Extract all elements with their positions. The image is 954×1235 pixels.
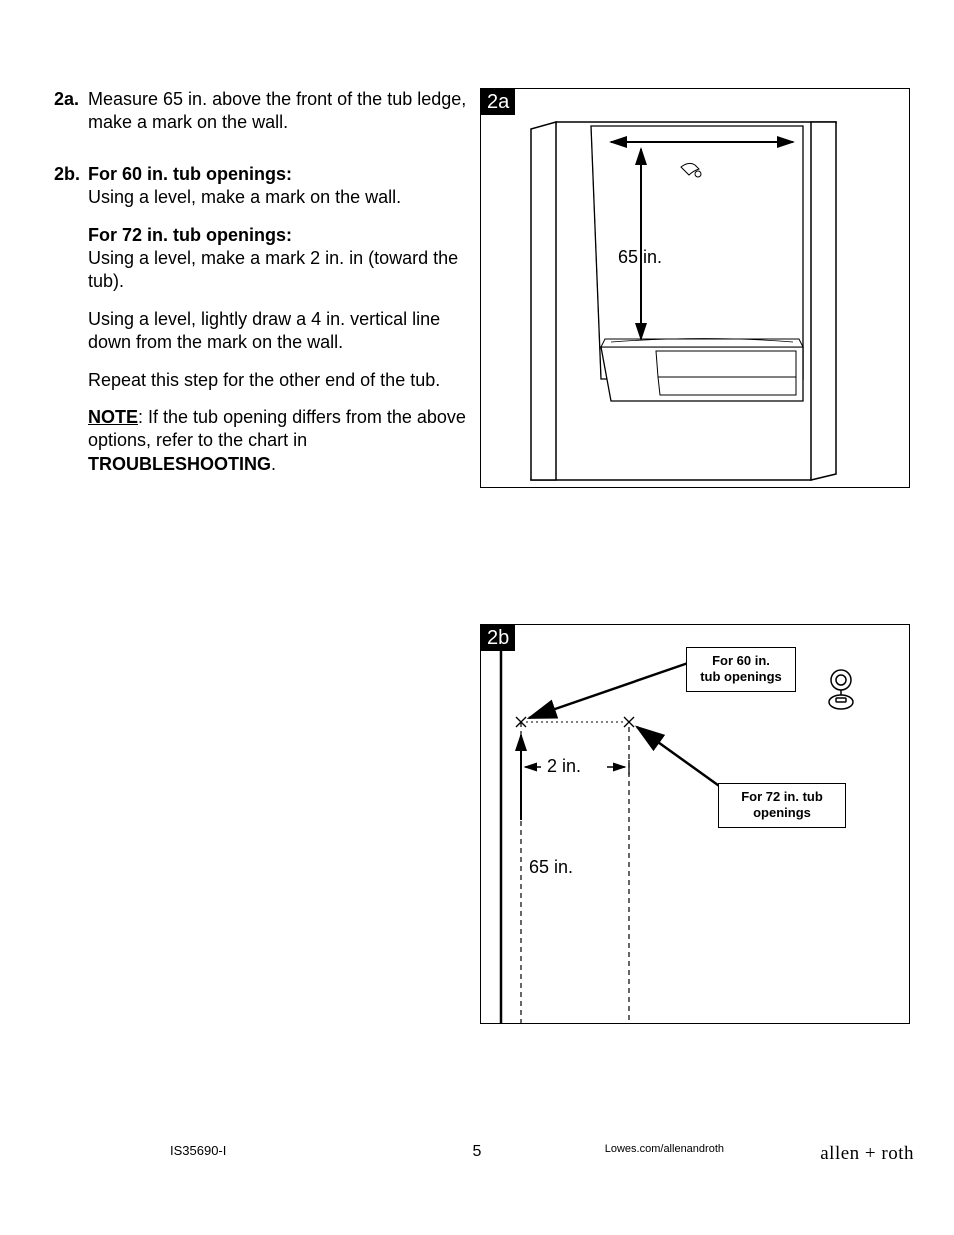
figure-2a-label: 2a	[481, 89, 515, 115]
note-troubleshooting: TROUBLESHOOTING	[88, 454, 271, 474]
note-label: NOTE	[88, 407, 138, 427]
figure-2b-label: 2b	[481, 625, 515, 651]
step-2a-body: Measure 65 in. above the front of the tu…	[88, 88, 474, 149]
fig2b-dim-65in: 65 in.	[529, 857, 573, 878]
step-2a: 2a. Measure 65 in. above the front of th…	[54, 88, 474, 149]
callout-72in: For 72 in. tub openings	[718, 783, 846, 828]
step-2b: 2b. For 60 in. tub openings: Using a lev…	[54, 163, 474, 490]
figure-2a: 2a	[480, 88, 910, 488]
fig2b-dim-2in: 2 in.	[547, 756, 581, 777]
note-body: : If the tub opening differs from the ab…	[88, 407, 466, 450]
text-repeat: Repeat this step for the other end of th…	[88, 369, 474, 392]
step-2b-body: For 60 in. tub openings: Using a level, …	[88, 163, 474, 490]
doc-id: IS35690-I	[170, 1143, 226, 1158]
step-2b-label: 2b.	[54, 163, 88, 490]
text-72in: Using a level, make a mark 2 in. in (tow…	[88, 248, 458, 291]
brand-logo: allen + roth	[820, 1143, 914, 1165]
figure-2b: 2b	[480, 624, 910, 1024]
heading-72in: For 72 in. tub openings:	[88, 225, 292, 245]
step-2a-label: 2a.	[54, 88, 88, 149]
note-period: .	[271, 454, 276, 474]
page-number: 5	[473, 1143, 482, 1161]
figure-2a-svg	[481, 89, 911, 489]
text-vertical-line: Using a level, lightly draw a 4 in. vert…	[88, 308, 474, 355]
callout-60in: For 60 in. tub openings	[686, 647, 796, 692]
fig2a-dim-65in: 65 in.	[618, 247, 662, 268]
step-2a-text: Measure 65 in. above the front of the tu…	[88, 88, 474, 135]
page-footer: IS35690-I 5 Lowes.com/allenandroth allen…	[0, 1143, 954, 1173]
footer-url: Lowes.com/allenandroth	[605, 1143, 724, 1155]
heading-60in: For 60 in. tub openings:	[88, 164, 292, 184]
instruction-column: 2a. Measure 65 in. above the front of th…	[54, 88, 474, 504]
text-60in: Using a level, make a mark on the wall.	[88, 187, 401, 207]
note-paragraph: NOTE: If the tub opening differs from th…	[88, 406, 474, 476]
